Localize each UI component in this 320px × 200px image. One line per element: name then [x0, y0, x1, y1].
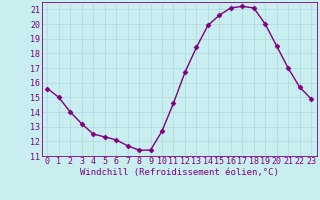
X-axis label: Windchill (Refroidissement éolien,°C): Windchill (Refroidissement éolien,°C) [80, 168, 279, 177]
